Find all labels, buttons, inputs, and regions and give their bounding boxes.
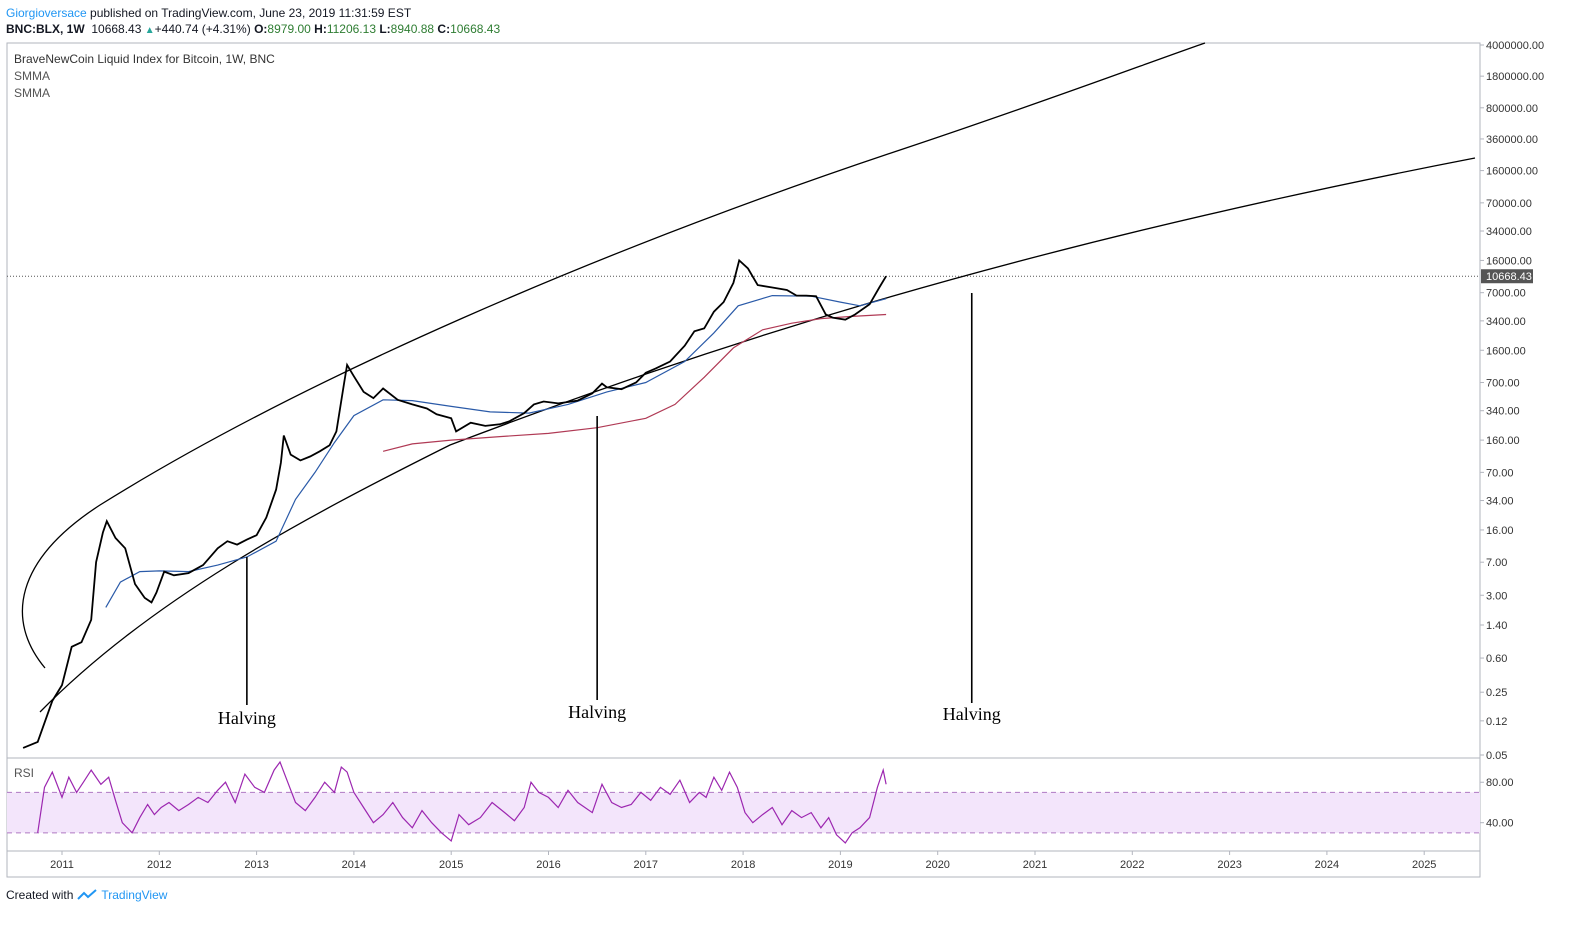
rsi-axis: 80.00 40.00 [1480, 777, 1514, 830]
time-tick-label: 2018 [731, 859, 755, 871]
close-value: 10668.43 [450, 22, 501, 36]
up-triangle-icon: ▲ [144, 25, 155, 36]
price-tick-label: 0.60 [1486, 653, 1507, 665]
rsi-band [7, 792, 1480, 833]
price-tick-label: 340.00 [1486, 406, 1520, 418]
upper-band-curve [21, 42, 1206, 669]
time-tick-label: 2022 [1120, 859, 1144, 871]
price-tick-label: 7.00 [1486, 557, 1507, 569]
price-tick-label: 70.00 [1486, 467, 1514, 479]
chart-title: BraveNewCoin Liquid Index for Bitcoin, 1… [14, 52, 275, 66]
time-tick-label: 2021 [1023, 859, 1047, 871]
last-price: 10668.43 [91, 22, 142, 36]
lower-band-curve [39, 157, 1476, 713]
low-label: L: [379, 22, 391, 36]
price-tick-label: 0.05 [1486, 750, 1507, 762]
author-link[interactable]: Giorgioversace [6, 6, 87, 20]
rsi-series-line [37, 760, 887, 844]
time-tick-label: 2012 [147, 859, 171, 871]
halving-annotations: Halving Halving Halving [218, 293, 1001, 728]
chart-frame [6, 42, 1481, 878]
price-tick-label: 16000.00 [1486, 255, 1532, 267]
time-tick-label: 2020 [925, 859, 949, 871]
smma-slow-line [382, 313, 887, 452]
price-change: +440.74 (+4.31%) [154, 22, 251, 36]
close-label: C: [437, 22, 451, 36]
price-tick-label: 360000.00 [1486, 134, 1538, 146]
halving-label: Halving [943, 704, 1001, 724]
price-series-line [22, 258, 887, 749]
time-tick-label: 2023 [1217, 859, 1241, 871]
high-label: H: [314, 22, 327, 36]
price-tick-label: 1600.00 [1486, 345, 1526, 357]
smma-legend-1[interactable]: SMMA [14, 69, 50, 83]
time-tick-label: 2025 [1412, 859, 1436, 871]
time-tick-label: 2011 [50, 859, 74, 871]
price-tick-label: 1800000.00 [1486, 71, 1544, 83]
price-tick-label: 160000.00 [1486, 166, 1538, 178]
time-tick-label: 2015 [439, 859, 463, 871]
last-price-label: 10668.43 [1486, 271, 1532, 283]
rsi-legend[interactable]: RSI [14, 766, 34, 780]
price-tick-label: 4000000.00 [1486, 40, 1544, 52]
smma-fast-line [105, 294, 887, 608]
price-tick-label: 34000.00 [1486, 226, 1532, 238]
time-tick-label: 2013 [244, 859, 268, 871]
last-price-box [1481, 269, 1533, 284]
smma-legend-2[interactable]: SMMA [14, 86, 50, 100]
rsi-tick-label: 80.00 [1486, 777, 1514, 789]
publish-info: published on TradingView.com, June 23, 2… [86, 6, 412, 20]
price-tick-label: 3.00 [1486, 590, 1507, 602]
price-tick-label: 800000.00 [1486, 103, 1538, 115]
tradingview-link[interactable]: TradingView [101, 888, 168, 902]
price-tick-label: 7000.00 [1486, 288, 1526, 300]
publish-header: Giorgioversace published on TradingView.… [6, 6, 411, 20]
price-tick-label: 1.40 [1486, 620, 1507, 632]
time-tick-label: 2017 [634, 859, 658, 871]
halving-label: Halving [218, 708, 276, 728]
time-tick-label: 2016 [536, 859, 560, 871]
price-tick-label: 160.00 [1486, 435, 1520, 447]
price-axis: 4000000.00 1800000.00 800000.00 360000.00 16… [1480, 40, 1544, 762]
price-tick-label: 700.00 [1486, 378, 1520, 390]
time-axis: 2011 2012 2013 2014 2015 2016 2017 2018 2019 2020… [50, 851, 1436, 871]
price-tick-label: 34.00 [1486, 496, 1514, 508]
footer: Created with TradingView [6, 888, 167, 902]
time-tick-label: 2019 [828, 859, 852, 871]
symbol-label: BNC:BLX, 1W [6, 22, 85, 36]
open-label: O: [254, 22, 268, 36]
price-tick-label: 0.12 [1486, 716, 1507, 728]
price-tick-label: 3400.00 [1486, 316, 1526, 328]
time-tick-label: 2014 [342, 859, 366, 871]
price-tick-label: 16.00 [1486, 525, 1514, 537]
rsi-tick-label: 40.00 [1486, 818, 1514, 830]
price-tick-label: 70000.00 [1486, 198, 1532, 210]
tradingview-logo-icon [77, 889, 98, 900]
low-value: 8940.88 [390, 22, 435, 36]
time-tick-label: 2024 [1315, 859, 1339, 871]
ohlc-header: BNC:BLX, 1W 10668.43 ▲+440.74 (+4.31%) O… [6, 22, 500, 36]
created-with-label: Created with [6, 888, 74, 902]
open-value: 8979.00 [267, 22, 311, 36]
halving-label: Halving [568, 702, 626, 722]
price-tick-label: 0.25 [1486, 687, 1507, 699]
high-value: 11206.13 [326, 22, 376, 36]
